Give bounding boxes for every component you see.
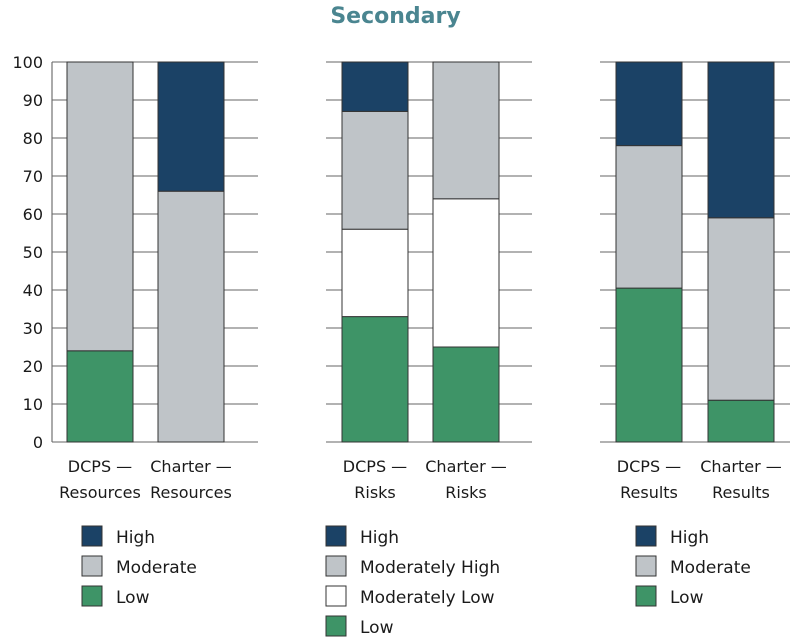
bar-segment-low	[707, 399, 775, 443]
category-label: Risks	[445, 483, 487, 502]
category-label: Resources	[150, 483, 232, 502]
bar-segment-moderate	[66, 61, 134, 352]
y-tick-label: 40	[23, 281, 43, 300]
chart-title: Secondary	[330, 4, 461, 29]
bar-segment-low	[615, 287, 683, 443]
y-tick-label: 100	[12, 53, 43, 72]
legend-label-low: Low	[360, 618, 394, 637]
category-label: DCPS —	[68, 457, 132, 476]
legend-label-high: High	[670, 528, 709, 548]
category-label: Results	[620, 483, 678, 502]
legend-label-high: High	[360, 528, 399, 548]
y-tick-label: 80	[23, 129, 43, 148]
category-label: Charter —	[150, 457, 231, 476]
y-tick-label: 0	[33, 433, 43, 452]
legend-label-low: Low	[116, 588, 150, 608]
legend-swatch-low	[635, 585, 657, 607]
category-label: DCPS —	[617, 457, 681, 476]
category-label: Risks	[354, 483, 396, 502]
bar-segment-moderate	[615, 145, 683, 289]
legend-label-moderately-high: Moderately High	[360, 558, 500, 578]
legend-swatch-moderate	[635, 555, 657, 577]
legend-label-high: High	[116, 528, 155, 548]
bar-segment-low	[66, 350, 134, 443]
legend-label-moderately-low: Moderately Low	[360, 588, 495, 608]
category-label: Charter —	[425, 457, 506, 476]
y-tick-label: 20	[23, 357, 43, 376]
bar-segment-moderately-high	[341, 110, 409, 230]
y-tick-label: 70	[23, 167, 43, 186]
legend-swatch-high	[635, 525, 657, 547]
category-label: Resources	[59, 483, 141, 502]
bar-segment-moderate	[157, 190, 225, 443]
legend-swatch-moderately-high	[325, 555, 347, 577]
category-label: Results	[712, 483, 770, 502]
bar-segment-low	[341, 316, 409, 443]
bar-segment-moderately-high	[432, 61, 500, 200]
bar-segment-high	[707, 61, 775, 219]
y-tick-label: 60	[23, 205, 43, 224]
legend-label-moderate: Moderate	[116, 558, 197, 578]
bar-segment-high	[157, 61, 225, 192]
bar-segment-moderately-low	[432, 198, 500, 348]
category-label: DCPS —	[343, 457, 407, 476]
bar-segment-low	[432, 346, 500, 443]
y-tick-label: 30	[23, 319, 43, 338]
bar-segment-high	[615, 61, 683, 147]
legend-swatch-high	[325, 525, 347, 547]
category-label: Charter —	[700, 457, 781, 476]
legend-swatch-moderately-low	[325, 585, 347, 607]
legend-swatch-high	[81, 525, 103, 547]
legend-label-moderate: Moderate	[670, 558, 751, 578]
y-tick-label: 90	[23, 91, 43, 110]
bar-segment-high	[341, 61, 409, 112]
bar-segment-moderately-low	[341, 228, 409, 318]
bar-segment-moderate	[707, 217, 775, 401]
legend-swatch-moderate	[81, 555, 103, 577]
legend-swatch-low	[81, 585, 103, 607]
legend-swatch-low	[325, 615, 347, 637]
legend-label-low: Low	[670, 588, 704, 608]
y-tick-label: 50	[23, 243, 43, 262]
y-tick-label: 10	[23, 395, 43, 414]
